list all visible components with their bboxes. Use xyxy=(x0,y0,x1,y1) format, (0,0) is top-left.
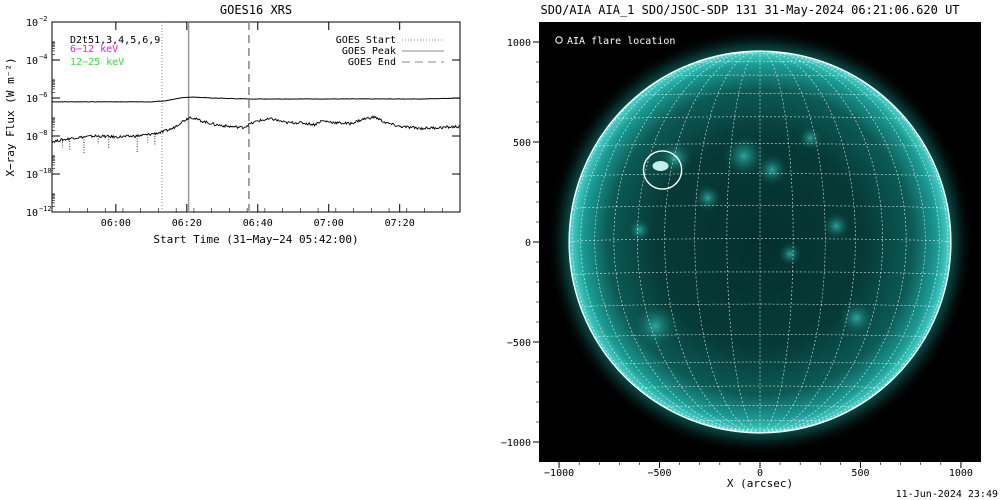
aia-legend-label: AIA flare location xyxy=(567,36,675,47)
aia-axis-ticks: −1000 −500 0 500 1000 −1000 −500 0 500 1000 xyxy=(501,38,973,479)
goes-x-tick-label: 06:40 xyxy=(243,218,273,229)
solar-limb xyxy=(568,50,952,434)
aia-x-tick-label: −500 xyxy=(647,468,671,479)
goes-chart-title: GOES16 XRS xyxy=(220,3,292,17)
goes-x-tick-label: 06:00 xyxy=(101,218,131,229)
active-region-glow xyxy=(693,183,722,213)
parallel-line xyxy=(580,303,940,308)
meridian-line xyxy=(613,51,761,434)
active-region-glow xyxy=(631,301,680,351)
goes-y-tick-label: 10 xyxy=(26,132,38,143)
active-region-glow xyxy=(822,211,851,241)
solar-disk-group xyxy=(546,28,974,456)
parallel-line xyxy=(694,419,826,422)
active-region-glow xyxy=(755,153,789,187)
aia-image-panel: SDO/AIA AIA_1 SDO/JSOC-SDP 131 31-May-20… xyxy=(501,3,998,500)
active-region-glow xyxy=(721,133,767,179)
flare-kernel xyxy=(652,161,669,171)
goes-series-2 xyxy=(51,115,461,144)
active-region-glow xyxy=(778,241,803,267)
goes-y-tick-exponent: −10 xyxy=(39,167,52,175)
aia-legend: AIA flare location xyxy=(555,36,675,47)
meridian-line xyxy=(759,51,926,434)
goes-y-axis-label: X−ray Flux (W m⁻²) xyxy=(4,57,17,176)
parallel-line xyxy=(726,429,794,431)
meridian-line xyxy=(726,51,761,434)
parallel-line xyxy=(594,143,926,147)
goes-x-tick-label: 07:00 xyxy=(314,218,344,229)
footer-timestamp: 11-Jun-2024 23:49 xyxy=(896,489,998,500)
meridian-line xyxy=(636,51,761,434)
aia-y-tick-label: −500 xyxy=(507,338,531,349)
aia-x-tick-label: 500 xyxy=(851,468,869,479)
goes-band2-label: 12−25 keV xyxy=(70,57,124,68)
goes-band1-label: 6−12 keV xyxy=(70,44,118,55)
goes-x-tick-label: 07:20 xyxy=(385,218,415,229)
aia-legend-circle-icon xyxy=(555,36,563,44)
meridian-line xyxy=(759,51,949,434)
parallel-line xyxy=(613,361,907,365)
legend-goes-start: GOES Start xyxy=(336,35,396,46)
goes-y-tick-label: 10 xyxy=(26,94,38,105)
goes-det-label: D2t51,3,4,5,6,9 xyxy=(70,35,160,46)
parallel-line xyxy=(664,74,856,77)
parallel-line xyxy=(594,334,926,338)
parallel-line xyxy=(572,205,948,209)
aia-y-tick-label: 500 xyxy=(513,138,531,149)
goes-y-tick-label: 10 xyxy=(26,18,38,29)
active-region-glow xyxy=(627,217,652,243)
aia-x-tick-label: 0 xyxy=(757,468,763,479)
aia-y-tick-label: 1000 xyxy=(507,38,531,49)
goes-legend: GOES Start GOES Peak GOES End xyxy=(336,35,444,68)
meridian-line xyxy=(571,51,761,434)
goes-y-tick-exponent: −6 xyxy=(39,91,47,99)
aia-x-tick-label: −1000 xyxy=(544,468,574,479)
meridian-line xyxy=(664,51,761,434)
goes-y-tick-label: 10 xyxy=(26,56,38,67)
goes-x-tick-label: 06:20 xyxy=(172,218,202,229)
goes-plot-frame xyxy=(51,21,461,213)
parallel-line xyxy=(664,405,856,408)
meridian-line xyxy=(759,51,907,434)
flare-location-circle xyxy=(642,150,683,190)
meridian-line xyxy=(759,51,794,434)
parallel-line xyxy=(694,61,826,63)
goes-y-tick-exponent: −8 xyxy=(39,129,47,137)
aia-y-tick-label: −1000 xyxy=(501,438,531,449)
parallel-line xyxy=(568,238,952,243)
aia-x-axis-label: X (arcsec) xyxy=(727,477,793,490)
goes-y-tick-exponent: −4 xyxy=(39,53,47,61)
parallel-line xyxy=(571,271,949,276)
goes-event-markers xyxy=(161,22,250,212)
parallel-line xyxy=(637,385,883,389)
goes-series-lines xyxy=(51,96,461,153)
active-region-glow xyxy=(838,299,875,337)
goes-series-1 xyxy=(51,96,461,103)
active-region-glow xyxy=(798,125,823,151)
meridian-line xyxy=(580,51,761,434)
aia-x-tick-label: 1000 xyxy=(949,468,973,479)
meridian-line xyxy=(594,51,761,434)
goes-y-tick-exponent: −2 xyxy=(39,15,47,23)
goes-x-axis-label: Start Time (31−May−24 05:42:00) xyxy=(153,233,358,246)
meridian-line xyxy=(759,51,884,434)
meridian-line xyxy=(759,51,940,434)
legend-goes-end: GOES End xyxy=(348,57,396,68)
goes-y-tick-label: 10 xyxy=(26,208,38,219)
legend-goes-peak: GOES Peak xyxy=(342,46,396,57)
aia-y-tick-label: 0 xyxy=(525,238,531,249)
goes-y-tick-label: 10 xyxy=(26,170,38,181)
goes-y-tick-exponent: −12 xyxy=(39,205,52,213)
aia-title: SDO/AIA AIA_1 SDO/JSOC-SDP 131 31-May-20… xyxy=(540,3,959,17)
meridian-line xyxy=(759,51,856,434)
